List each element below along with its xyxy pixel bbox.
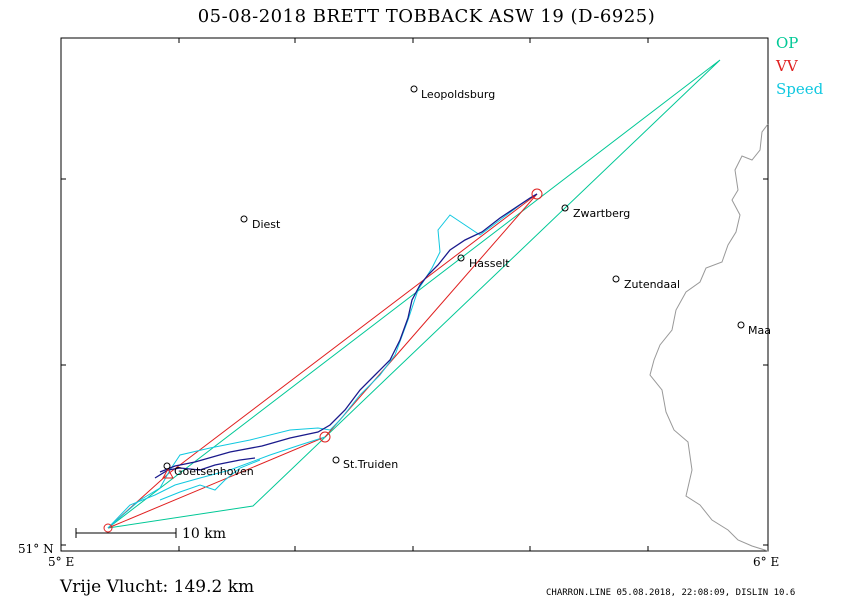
legend-op: OP	[776, 34, 799, 52]
scale-bar-label: 10 km	[182, 526, 226, 542]
town-hasselt: Hasselt	[457, 254, 510, 270]
speed-trace-3	[159, 459, 261, 501]
axis-ticks	[61, 38, 768, 551]
town-label: St.Truiden	[343, 458, 398, 471]
map-frame	[60, 37, 769, 552]
lon-right-label: 6° E	[753, 555, 780, 569]
town-zwartberg: Zwartberg	[561, 204, 630, 220]
town-maa: Maa	[737, 321, 771, 337]
town-label: Leopoldsburg	[421, 88, 495, 101]
turnpoint-marker-1	[319, 431, 331, 443]
town-label: Maa	[748, 324, 771, 337]
town-goetsenhoven: Goetsenhoven	[163, 462, 254, 478]
lat-label: 51° N	[18, 542, 54, 556]
town-label: Zutendaal	[624, 278, 680, 291]
map-title: 05-08-2018 BRETT TOBBACK ASW 19 (D-6925)	[197, 6, 656, 27]
town-label: Goetsenhoven	[174, 465, 254, 478]
scale-bar: 10 km	[75, 526, 226, 542]
op-route	[107, 59, 721, 529]
lon-left-label: 5° E	[48, 555, 75, 569]
speed-trace-2	[107, 436, 326, 529]
turnpoint-marker-2	[531, 188, 543, 200]
start-marker	[103, 523, 113, 533]
town-label: Hasselt	[469, 257, 510, 270]
town-label: Diest	[252, 218, 281, 231]
legend-vv: VV	[776, 57, 798, 75]
speed-trace	[107, 194, 536, 529]
country-border	[649, 123, 769, 552]
town-zutendaal: Zutendaal	[612, 275, 680, 291]
town-diest: Diest	[240, 215, 281, 231]
distance-label: Vrije Vlucht: 149.2 km	[60, 577, 255, 597]
town-st-truiden: St.Truiden	[332, 456, 398, 471]
footer-info: CHARRON.LINE 05.08.2018, 22:08:09, DISLI…	[546, 588, 796, 598]
town-leopoldsburg: Leopoldsburg	[410, 85, 495, 101]
town-label: Zwartberg	[573, 207, 630, 220]
flight-track	[159, 193, 538, 473]
legend-speed: Speed	[776, 80, 824, 98]
finish-marker	[162, 467, 174, 479]
